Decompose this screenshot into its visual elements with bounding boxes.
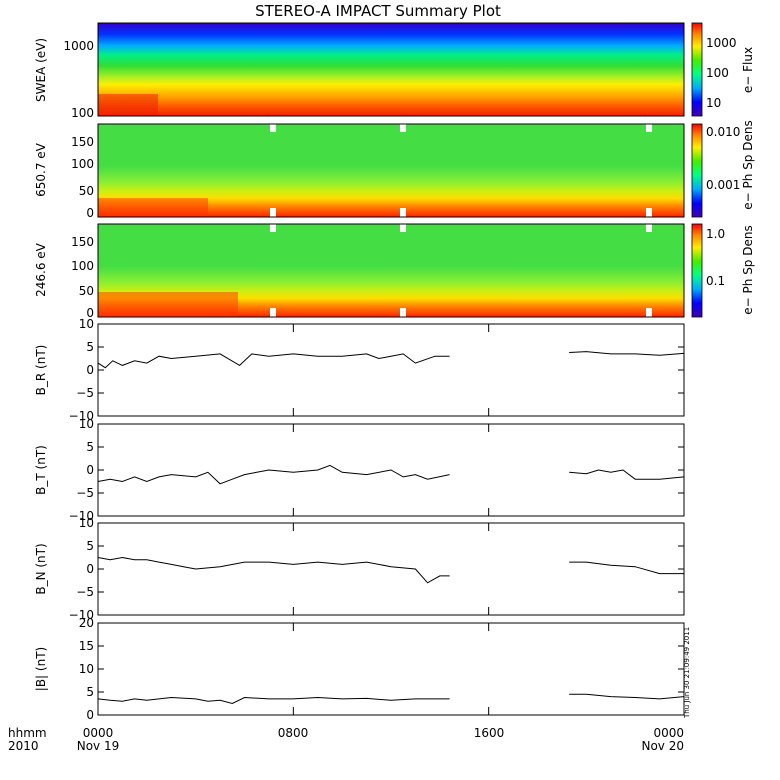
swea-low-energy-enhancement (98, 94, 158, 116)
bmag-ytick-label: 15 (79, 639, 94, 653)
bmag-ytick-label: 20 (79, 616, 94, 630)
pad246-ytick-0: 0 (86, 306, 94, 320)
bn-ylabel: B_N (nT) (34, 543, 48, 594)
bn-ytick-label: 10 (79, 516, 94, 530)
br-ytick-label: 10 (79, 317, 94, 331)
pad246-cbar-tick-01: 0.1 (706, 274, 725, 288)
bn-ytick-label: 0 (86, 562, 94, 576)
pad650-ytick-50: 50 (79, 184, 94, 198)
x-tick-0000-start: 0000 (83, 726, 114, 740)
x-tick-0800: 0800 (278, 726, 309, 740)
pad650-ytick-0: 0 (86, 206, 94, 220)
bmag-series-line-1 (97, 696, 450, 705)
bt-ytick-label: −5 (76, 486, 94, 500)
bt-panel: 10 5 0 −5 −10 B_T (nT) (34, 417, 685, 523)
bn-series-line-1 (97, 556, 450, 584)
bt-ytick-label: 5 (86, 440, 94, 454)
br-series-line-2 (569, 351, 685, 356)
bmag-ytick-label: 0 (86, 708, 94, 722)
pad650-frame (97, 123, 685, 218)
swea-cbar-tick-10: 10 (706, 96, 721, 110)
pad246-ylabel: 246.6 eV (34, 242, 48, 297)
pad246-gap-4 (270, 308, 276, 317)
pad246-gap-2 (400, 224, 406, 232)
swea-spectrogram (98, 23, 684, 116)
pad650-gap-5 (400, 208, 406, 217)
pad246-gap-5 (400, 308, 406, 317)
generation-timestamp: Thu Jun 30 21:09:49 2011 (683, 627, 691, 719)
bmag-frame (97, 622, 685, 716)
magnetic-field-panels: 10 5 0 −5 −10 B_R (nT) 10 5 0 −5 −10 B_T (nT) 10 5 0 −5… (34, 317, 685, 722)
bt-ytick-label: 10 (79, 417, 94, 431)
pad650-gap-3 (646, 124, 652, 132)
swea-ytick-1000: 1000 (63, 39, 94, 53)
pad246-ytick-50: 50 (79, 284, 94, 298)
bmag-ytick-label: 10 (79, 662, 94, 676)
br-ytick-label: −5 (76, 386, 94, 400)
bn-panel: 10 5 0 −5 −10 B_N (nT) (34, 516, 685, 622)
bn-ytick-label: 5 (86, 539, 94, 553)
pad650-ylabel: 650.7 eV (34, 142, 48, 197)
time-axis-label-year: 2010 (8, 739, 39, 753)
pad650-ytick-150: 150 (71, 135, 94, 149)
bmag-ytick-label: 5 (86, 685, 94, 699)
bt-series-line-2 (569, 469, 685, 480)
pad650-gap-2 (400, 124, 406, 132)
br-ytick-label: −10 (69, 409, 94, 423)
pad246-strahl-enhancement (98, 292, 238, 317)
pad650-colorbar (691, 123, 703, 218)
swea-cbar-tick-100: 100 (706, 66, 729, 80)
x-tick-1600: 1600 (474, 726, 505, 740)
pad246-ytick-100: 100 (71, 259, 94, 273)
bt-ytick-label: −10 (69, 509, 94, 523)
bt-ylabel: B_T (nT) (34, 445, 48, 495)
br-ytick-label: 0 (86, 363, 94, 377)
pad246-panel: 246.6 eV 150 100 50 0 1.0 0.1 e− Ph Sp D… (34, 223, 755, 320)
x-tick-0000-end: 0000 (653, 726, 684, 740)
swea-ylabel: SWEA (eV) (34, 38, 48, 102)
time-axis-label-hhmm: hhmm (8, 726, 47, 740)
bn-series-line-2 (569, 561, 684, 575)
swea-cbar-tick-1000: 1000 (706, 36, 737, 50)
bn-ytick-label: −5 (76, 585, 94, 599)
br-ytick-label: 5 (86, 340, 94, 354)
pad246-ytick-150: 150 (71, 235, 94, 249)
br-panel: 10 5 0 −5 −10 B_R (nT) (34, 317, 685, 423)
pad246-gap-1 (270, 224, 276, 232)
bt-series-line-1 (97, 464, 450, 485)
pad246-colorbar (691, 223, 703, 318)
pad650-strahl-enhancement (98, 198, 208, 217)
bn-frame (97, 522, 685, 616)
pad246-frame (97, 223, 685, 318)
bmag-panel: 20 15 10 5 0 |B| (nT) (34, 616, 685, 722)
bn-ytick-label: −10 (69, 608, 94, 622)
last-date-label: Nov 20 (641, 739, 684, 753)
swea-ytick-100: 100 (71, 106, 94, 120)
br-frame (97, 323, 685, 417)
pad650-ytick-100: 100 (71, 157, 94, 171)
bt-ytick-label: 0 (86, 463, 94, 477)
swea-cbar-label: e− Flux (741, 47, 755, 93)
bmag-ylabel: |B| (nT) (34, 647, 48, 691)
pad650-gap-1 (270, 124, 276, 132)
pad650-cbar-label: e− Ph Sp Dens (741, 120, 755, 209)
pad650-panel: 650.7 eV 150 100 50 0 0.010 0.001 e− Ph … (34, 120, 755, 220)
pad246-cbar-tick-10: 1.0 (706, 227, 725, 241)
pad650-gap-6 (646, 208, 652, 217)
pad246-gap-6 (646, 308, 652, 317)
pad650-cbar-tick-0001: 0.001 (706, 178, 740, 192)
pad246-cbar-label: e− Ph Sp Dens (741, 225, 755, 314)
pad246-gap-3 (646, 224, 652, 232)
br-series-line-1 (97, 353, 450, 369)
swea-frame (97, 22, 685, 117)
plot-title: STEREO-A IMPACT Summary Plot (255, 2, 501, 20)
br-ylabel: B_R (nT) (34, 345, 48, 396)
pad650-cbar-tick-0010: 0.010 (706, 125, 740, 139)
first-date-label: Nov 19 (77, 739, 120, 753)
pad650-gap-4 (270, 208, 276, 217)
bmag-series-line-2 (569, 693, 685, 700)
swea-panel: SWEA (eV) 1000 100 1000 100 10 e− Flux (34, 22, 755, 120)
swea-colorbar (691, 22, 703, 117)
